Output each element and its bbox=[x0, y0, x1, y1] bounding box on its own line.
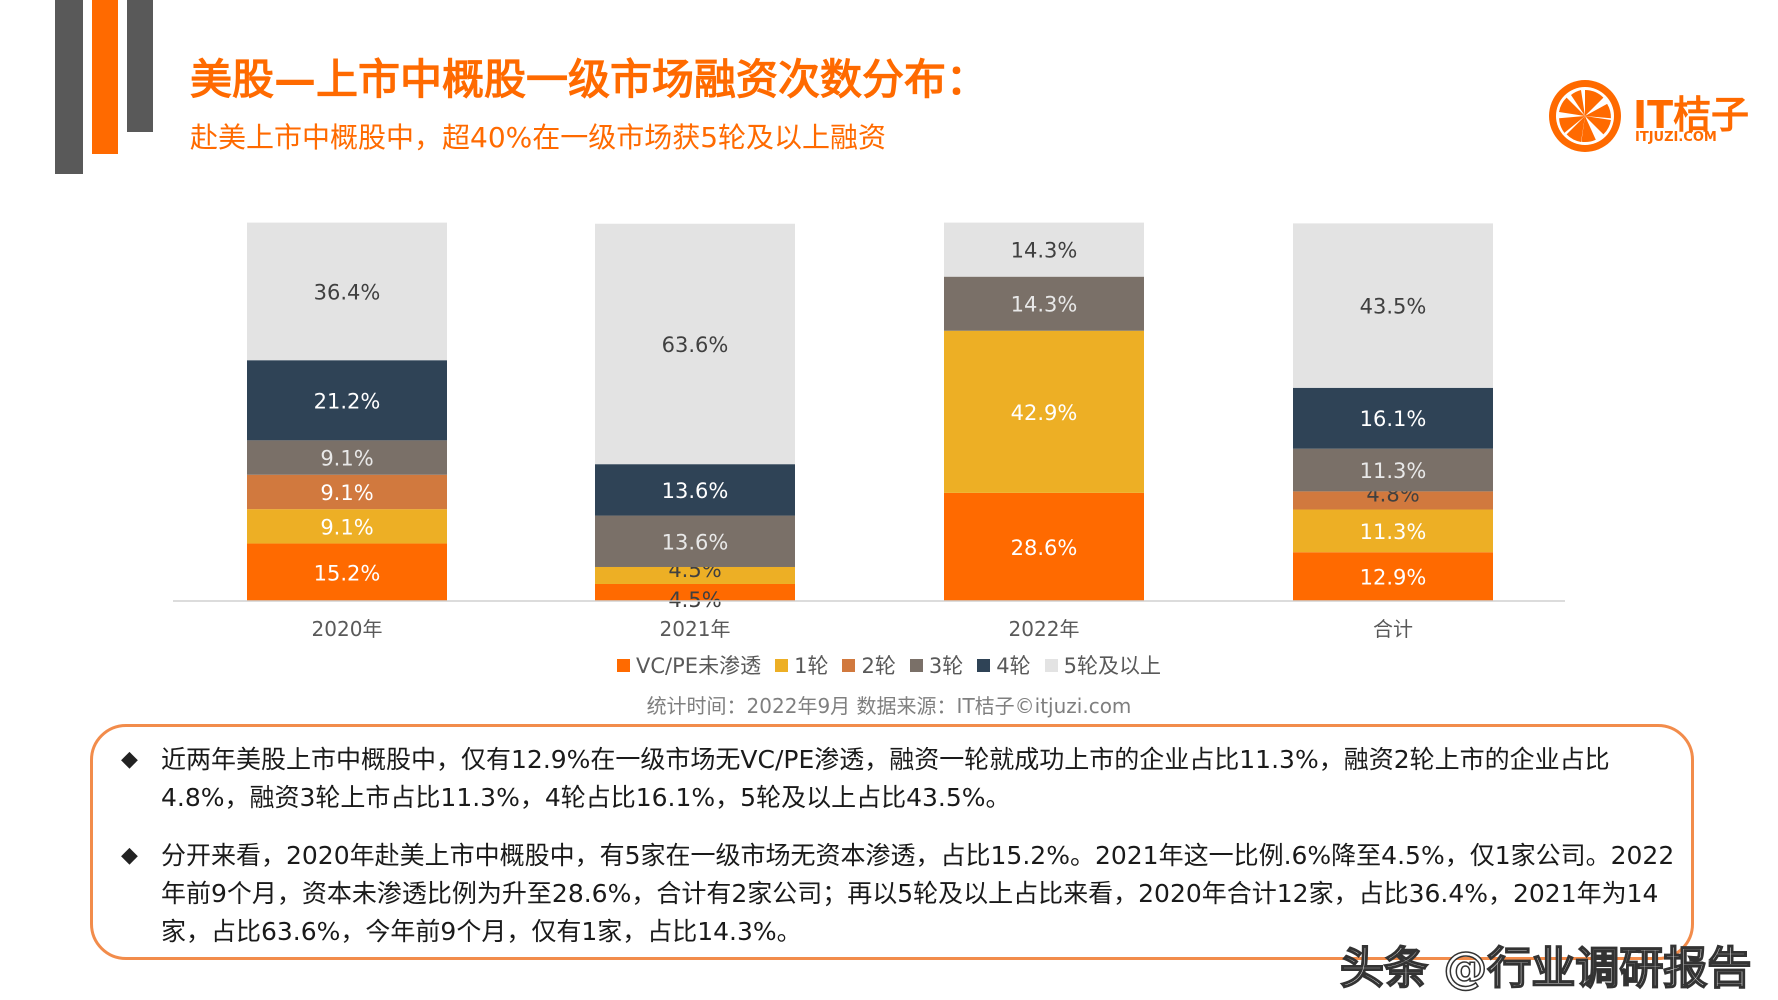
watermark: 头条 @行业调研报告 bbox=[1339, 942, 1752, 995]
data-label: 14.3% bbox=[1011, 293, 1078, 317]
bar-segment bbox=[1293, 387, 1493, 449]
logo-url: ITJUZI.COM bbox=[1635, 130, 1717, 145]
legend-label: 2轮 bbox=[861, 654, 896, 678]
data-label: 43.5% bbox=[1360, 295, 1427, 319]
decorative-bar bbox=[127, 0, 153, 132]
notes-box: ◆ 近两年美股上市中概股中，仅有12.9%在一级市场无VC/PE渗透，融资一轮就… bbox=[90, 724, 1694, 960]
bar-segment bbox=[944, 276, 1144, 331]
data-label: 9.1% bbox=[320, 515, 373, 539]
data-label: 42.9% bbox=[1011, 401, 1078, 425]
bar-segment bbox=[247, 440, 447, 475]
diamond-bullet-icon: ◆ bbox=[121, 843, 138, 868]
legend-label: 5轮及以上 bbox=[1063, 654, 1161, 678]
data-label: 12.9% bbox=[1360, 566, 1427, 590]
legend-label: 1轮 bbox=[794, 654, 829, 678]
legend-label: 4轮 bbox=[996, 654, 1031, 678]
legend-item: 1轮 bbox=[775, 650, 828, 680]
data-label: 13.6% bbox=[662, 530, 729, 554]
x-tick-label: 2021年 bbox=[660, 617, 731, 640]
data-label: 13.6% bbox=[662, 479, 729, 503]
stacked-bar-chart: 15.2%9.1%9.1%9.1%21.2%36.4%4.5%4.5%13.6%… bbox=[173, 222, 1565, 640]
bars-group: 15.2%9.1%9.1%9.1%21.2%36.4%4.5%4.5%13.6%… bbox=[247, 222, 1493, 612]
legend-item: 5轮及以上 bbox=[1044, 650, 1161, 680]
legend-swatch bbox=[1044, 658, 1058, 672]
legend-item: 3轮 bbox=[909, 650, 964, 680]
x-tick-label: 合计 bbox=[1373, 617, 1413, 640]
logo-name: IT桔子 bbox=[1633, 93, 1750, 137]
legend-swatch bbox=[617, 658, 631, 672]
legend-item: VC/PE未渗透 bbox=[617, 650, 761, 680]
data-label: 14.3% bbox=[1011, 239, 1078, 263]
data-label: 15.2% bbox=[314, 561, 381, 585]
note-text: 近两年美股上市中概股中，仅有12.9%在一级市场无VC/PE渗透，融资一轮就成功… bbox=[161, 745, 1610, 812]
data-label: 36.4% bbox=[314, 280, 381, 304]
data-label: 9.1% bbox=[320, 447, 373, 471]
bar-segment bbox=[247, 360, 447, 441]
bar-segment bbox=[247, 474, 447, 510]
itjuzi-logo: IT桔子 ITJUZI.COM bbox=[1545, 76, 1749, 156]
chart-legend: VC/PE未渗透 1轮 2轮 3轮 4轮 5轮及以上 bbox=[0, 650, 1778, 680]
data-label: 28.6% bbox=[1011, 536, 1078, 560]
page-subtitle: 赴美上市中概股中，超40%在一级市场获5轮及以上融资 bbox=[190, 121, 887, 154]
data-label: 16.1% bbox=[1360, 407, 1427, 431]
bar-segment bbox=[595, 515, 795, 567]
data-label: 63.6% bbox=[662, 333, 729, 357]
data-label: 21.2% bbox=[314, 389, 381, 413]
bar-segment bbox=[1293, 491, 1493, 510]
legend-swatch bbox=[842, 658, 856, 672]
category-labels: 2020年 2021年 2022年 合计 bbox=[312, 617, 1413, 640]
diamond-bullet-icon: ◆ bbox=[121, 747, 138, 772]
bar-segment bbox=[1293, 552, 1493, 601]
bar-segment bbox=[595, 566, 795, 584]
legend-label: 3轮 bbox=[928, 654, 964, 678]
bar-segment bbox=[944, 330, 1144, 493]
data-label: 9.1% bbox=[320, 481, 373, 505]
bar-segment bbox=[247, 222, 447, 361]
source-note: 统计时间：2022年9月 数据来源：IT桔子©itjuzi.com bbox=[646, 694, 1132, 718]
bar-segment bbox=[247, 543, 447, 601]
bar-segment bbox=[1293, 448, 1493, 492]
page-title: 美股—上市中概股一级市场融资次数分布： bbox=[190, 55, 989, 104]
legend-item: 2轮 bbox=[842, 650, 896, 680]
bar-segment bbox=[595, 223, 795, 465]
bar-segment bbox=[1293, 223, 1493, 388]
legend-label: VC/PE未渗透 bbox=[636, 654, 762, 678]
legend-item: 4轮 bbox=[977, 650, 1031, 680]
decorative-bar bbox=[55, 0, 83, 174]
data-label: 11.3% bbox=[1360, 520, 1427, 544]
legend-swatch bbox=[775, 658, 789, 672]
data-label: 11.3% bbox=[1360, 459, 1427, 483]
note-text: 分开来看，2020年赴美上市中概股中，有5家在一级市场无资本渗透，占比15.2%… bbox=[161, 841, 1675, 946]
legend-swatch bbox=[977, 658, 991, 672]
bar-segment bbox=[595, 583, 795, 601]
x-tick-label: 2022年 bbox=[1009, 617, 1080, 640]
decorative-bar-accent bbox=[92, 0, 118, 154]
bar-segment bbox=[595, 464, 795, 516]
bar-segment bbox=[1293, 509, 1493, 553]
x-tick-label: 2020年 bbox=[312, 617, 383, 640]
bar-segment bbox=[944, 222, 1144, 277]
bar-segment bbox=[247, 509, 447, 544]
bar-segment bbox=[944, 492, 1144, 601]
data-label: 4.5% bbox=[668, 588, 721, 612]
orange-slice-icon bbox=[1549, 80, 1621, 152]
legend-swatch bbox=[909, 658, 923, 672]
